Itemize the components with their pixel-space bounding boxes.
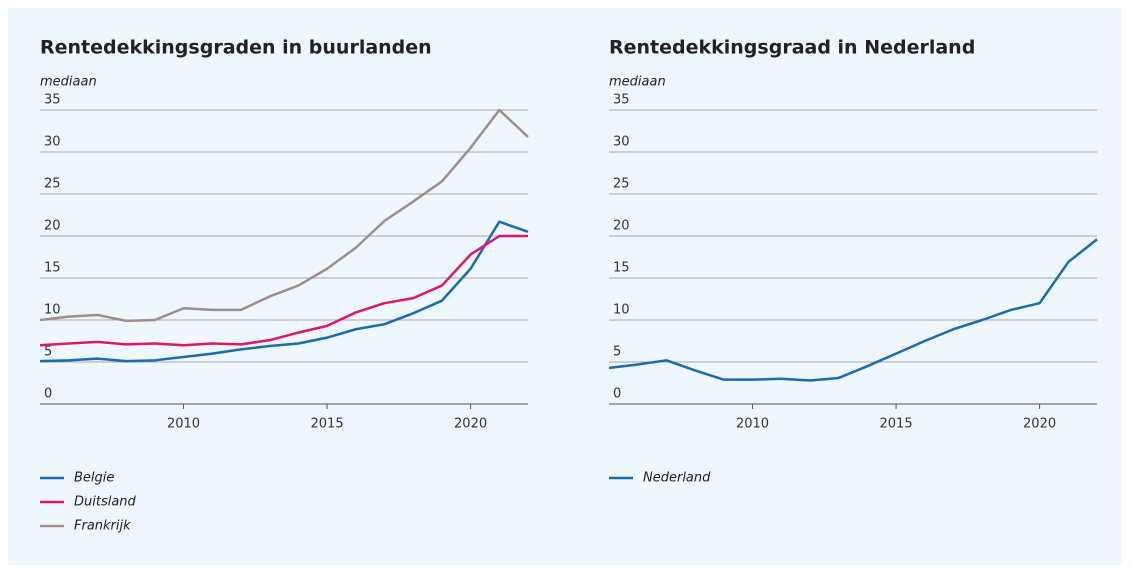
- y-tick-label: 35: [44, 93, 61, 108]
- y-tick-label: 10: [613, 303, 630, 318]
- y-tick-label: 15: [613, 261, 630, 276]
- x-tick-label: 2010: [167, 417, 200, 432]
- series-line: [39, 220, 529, 363]
- legend-label: Belgie: [74, 471, 114, 486]
- legend-label: Duitsland: [74, 495, 137, 510]
- y-tick-label: 30: [44, 135, 61, 150]
- chart-title: Rentedekkingsgraad in Nederland: [609, 37, 975, 59]
- y-tick-label: 15: [44, 261, 61, 276]
- y-tick-label: 25: [44, 177, 61, 192]
- y-tick-label: 0: [613, 387, 621, 402]
- y-tick-label: 35: [613, 93, 630, 108]
- x-tick-label: 2010: [736, 417, 769, 432]
- y-tick-label: 20: [44, 219, 61, 234]
- y-tick-label: 10: [44, 303, 61, 318]
- y-tick-label: 20: [613, 219, 630, 234]
- y-tick-label: 0: [44, 387, 52, 402]
- series-line: [39, 234, 528, 347]
- x-tick-label: 2015: [311, 417, 344, 432]
- y-tick-label: 30: [613, 135, 630, 150]
- panel: [8, 8, 1122, 565]
- subtitle: mediaan: [40, 75, 97, 90]
- chart-title: Rentedekkingsgraden in buurlanden: [40, 37, 432, 59]
- legend-label: Nederland: [643, 471, 711, 486]
- x-tick-label: 2020: [1023, 417, 1056, 432]
- x-tick-label: 2015: [880, 417, 913, 432]
- series-line: [608, 238, 1098, 382]
- series-line: [39, 108, 529, 323]
- legend-label: Frankrijk: [74, 519, 131, 534]
- x-tick-label: 2020: [454, 417, 487, 432]
- y-tick-label: 25: [613, 177, 630, 192]
- y-tick-label: 5: [44, 345, 52, 360]
- subtitle: mediaan: [609, 75, 666, 90]
- y-tick-label: 5: [613, 345, 621, 360]
